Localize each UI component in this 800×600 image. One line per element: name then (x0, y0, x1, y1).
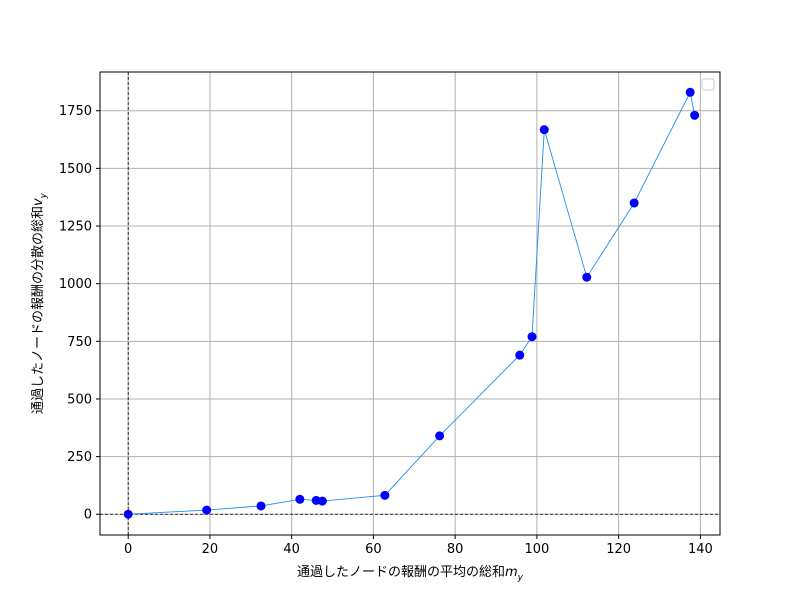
x-tick-label: 100 (524, 542, 549, 557)
legend-box (701, 78, 715, 91)
x-tick-label: 20 (202, 542, 219, 557)
y-axis-label: 通過したノードの報酬の分散の総和vy (31, 192, 49, 414)
data-point (256, 501, 266, 511)
data-point (380, 490, 390, 500)
data-point (539, 125, 549, 135)
plot-frame (99, 71, 721, 536)
x-tick-label: 60 (365, 542, 382, 557)
data-point (515, 350, 525, 360)
y-tick-label: 500 (67, 392, 92, 407)
zero-lines (100, 72, 720, 535)
x-ticks: 0 20 40 60 80 100 120 140 (124, 535, 713, 557)
x-axis-label: 通過したノードの報酬の平均の総和my (297, 565, 524, 583)
y-tick-label: 250 (67, 450, 92, 465)
data-point (202, 505, 212, 515)
y-tick-label: 1000 (59, 277, 92, 292)
series-polyline (128, 90, 696, 515)
x-tick-label: 0 (124, 542, 132, 557)
data-point (317, 496, 327, 506)
data-point (527, 332, 537, 342)
y-ticks: 0 250 500 750 1000 1250 1500 1750 (59, 104, 100, 523)
x-tick-label: 120 (606, 542, 631, 557)
y-tick-label: 1250 (59, 220, 92, 235)
data-point (685, 87, 695, 97)
data-point (123, 509, 133, 519)
data-point (690, 110, 700, 120)
grid (100, 72, 720, 535)
x-tick-label: 140 (688, 542, 713, 557)
data-points (123, 87, 700, 519)
y-tick-label: 1750 (59, 104, 92, 119)
x-tick-label: 40 (283, 542, 300, 557)
y-tick-label: 1500 (59, 162, 92, 177)
data-point (582, 272, 592, 282)
y-tick-label: 750 (67, 335, 92, 350)
series-line (128, 90, 696, 515)
data-point (435, 431, 445, 441)
x-tick-label: 80 (447, 542, 464, 557)
data-point (295, 494, 305, 504)
y-tick-label: 0 (84, 508, 92, 523)
data-point (629, 198, 639, 208)
